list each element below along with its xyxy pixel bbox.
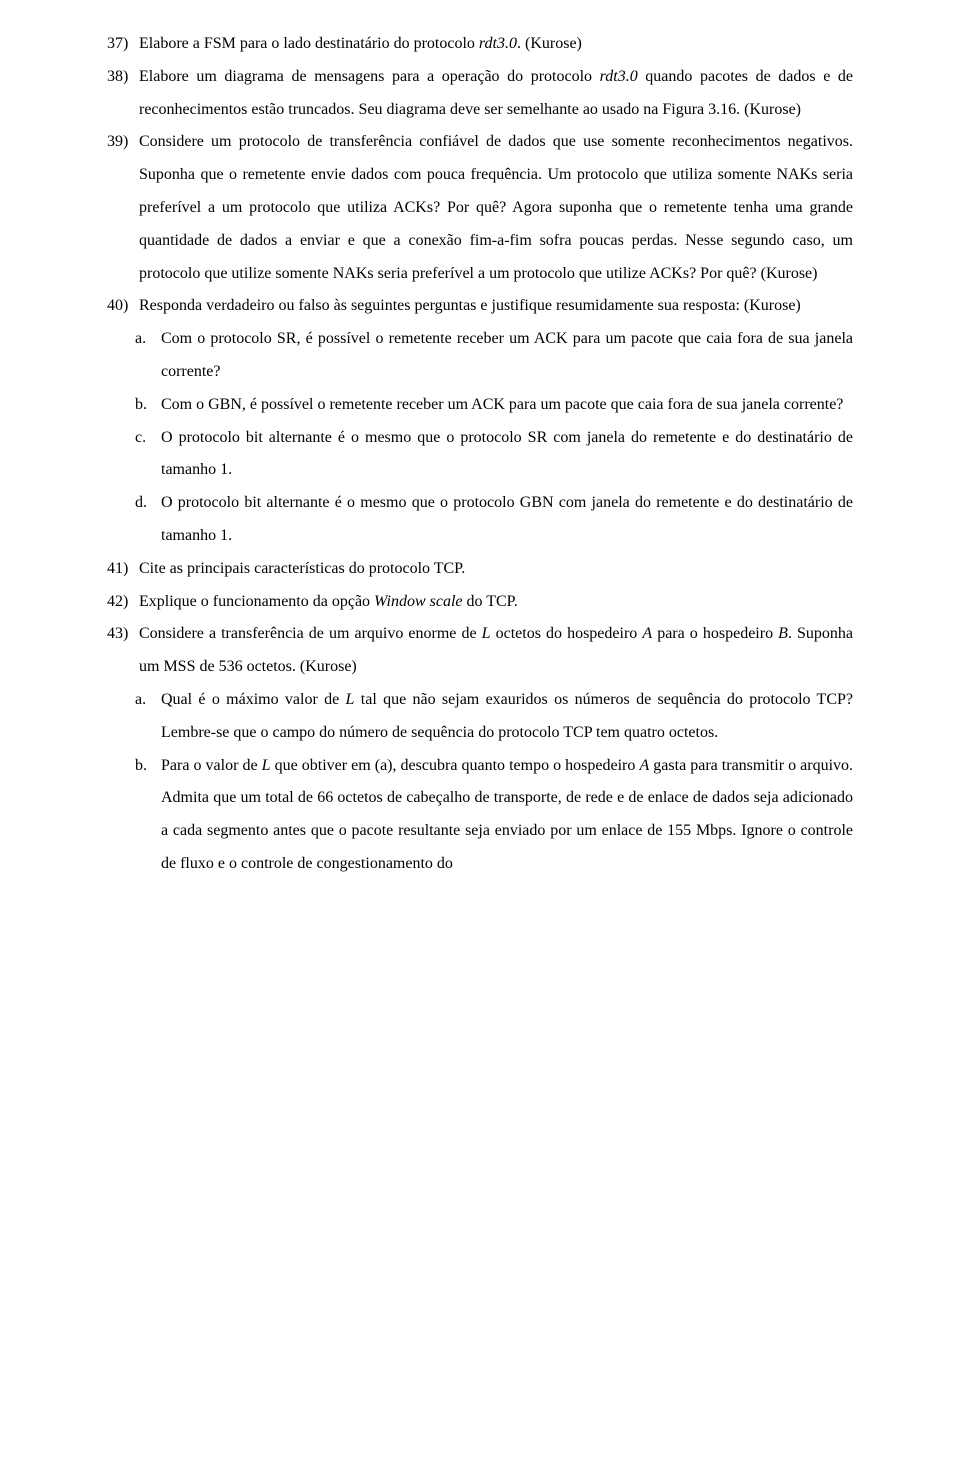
text-run: Elabore a FSM para o lado destinatário d… (139, 35, 479, 52)
question-list: 37)Elabore a FSM para o lado destinatári… (107, 28, 853, 881)
text-run: Considere a transferência de um arquivo … (139, 625, 482, 642)
text-run: O protocolo bit alternante é o mesmo que… (161, 429, 853, 479)
question-item: 42)Explique o funcionamento da opção Win… (107, 586, 853, 619)
question-item: 43)Considere a transferência de um arqui… (107, 618, 853, 684)
question-subitem: a.Com o protocolo SR, é possível o remet… (107, 323, 853, 389)
question-body: Explique o funcionamento da opção Window… (139, 586, 853, 619)
subitem-number: d. (135, 487, 161, 520)
question-number: 41) (107, 553, 139, 586)
question-number: 39) (107, 126, 139, 159)
text-run: Com o protocolo SR, é possível o remeten… (161, 330, 853, 380)
question-body: Responda verdadeiro ou falso às seguinte… (139, 290, 853, 323)
subitem-body: O protocolo bit alternante é o mesmo que… (161, 487, 853, 553)
question-item: 40)Responda verdadeiro ou falso às segui… (107, 290, 853, 323)
text-run: Para o valor de (161, 757, 262, 774)
text-run: Window scale (374, 593, 462, 610)
text-run: A (642, 625, 652, 642)
subitem-body: Com o GBN, é possível o remetente recebe… (161, 389, 853, 422)
question-number: 42) (107, 586, 139, 619)
subitem-number: a. (135, 323, 161, 356)
text-run: L (262, 757, 271, 774)
text-run: Responda verdadeiro ou falso às seguinte… (139, 297, 801, 314)
question-item: 41)Cite as principais características do… (107, 553, 853, 586)
question-subitem: b.Com o GBN, é possível o remetente rece… (107, 389, 853, 422)
subitem-body: O protocolo bit alternante é o mesmo que… (161, 422, 853, 488)
subitem-number: b. (135, 750, 161, 783)
text-run: Cite as principais características do pr… (139, 560, 465, 577)
question-number: 37) (107, 28, 139, 61)
text-run: A (639, 757, 649, 774)
text-run: que obtiver em (a), descubra quanto temp… (271, 757, 640, 774)
question-number: 43) (107, 618, 139, 651)
subitem-number: a. (135, 684, 161, 717)
subitem-number: c. (135, 422, 161, 455)
text-run: Qual é o máximo valor de (161, 691, 346, 708)
question-item: 38)Elabore um diagrama de mensagens para… (107, 61, 853, 127)
text-run: O protocolo bit alternante é o mesmo que… (161, 494, 853, 544)
text-run: Elabore um diagrama de mensagens para a … (139, 68, 600, 85)
question-number: 38) (107, 61, 139, 94)
subitem-number: b. (135, 389, 161, 422)
question-item: 37)Elabore a FSM para o lado destinatári… (107, 28, 853, 61)
text-run: B (778, 625, 788, 642)
question-body: Considere a transferência de um arquivo … (139, 618, 853, 684)
document-page: 37)Elabore a FSM para o lado destinatári… (0, 0, 960, 901)
text-run: rdt3.0 (479, 35, 517, 52)
question-body: Elabore a FSM para o lado destinatário d… (139, 28, 853, 61)
question-subitem: b.Para o valor de L que obtiver em (a), … (107, 750, 853, 881)
text-run: rdt3.0 (600, 68, 638, 85)
question-body: Elabore um diagrama de mensagens para a … (139, 61, 853, 127)
text-run: . (Kurose) (517, 35, 582, 52)
subitem-body: Para o valor de L que obtiver em (a), de… (161, 750, 853, 881)
text-run: Explique o funcionamento da opção (139, 593, 374, 610)
subitem-body: Qual é o máximo valor de L tal que não s… (161, 684, 853, 750)
text-run: L (482, 625, 491, 642)
question-subitem: a.Qual é o máximo valor de L tal que não… (107, 684, 853, 750)
text-run: do TCP. (462, 593, 517, 610)
text-run: Considere um protocolo de transferência … (139, 133, 853, 281)
question-body: Considere um protocolo de transferência … (139, 126, 853, 290)
question-subitem: d.O protocolo bit alternante é o mesmo q… (107, 487, 853, 553)
question-item: 39)Considere um protocolo de transferênc… (107, 126, 853, 290)
text-run: octetos do hospedeiro (491, 625, 643, 642)
subitem-body: Com o protocolo SR, é possível o remeten… (161, 323, 853, 389)
question-number: 40) (107, 290, 139, 323)
text-run: para o hospedeiro (652, 625, 778, 642)
question-subitem: c.O protocolo bit alternante é o mesmo q… (107, 422, 853, 488)
text-run: Com o GBN, é possível o remetente recebe… (161, 396, 843, 413)
question-body: Cite as principais características do pr… (139, 553, 853, 586)
